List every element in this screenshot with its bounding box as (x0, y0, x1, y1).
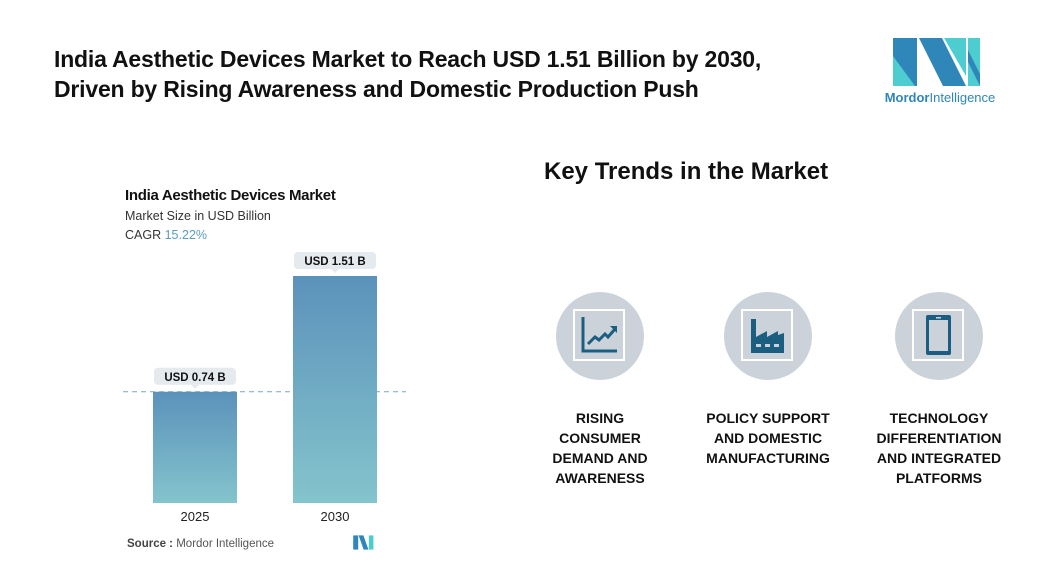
trend-rising-demand: RISING CONSUMER DEMAND AND AWARENESS (515, 292, 685, 488)
smartphone-icon (895, 292, 983, 380)
trends-title: Key Trends in the Market (544, 158, 829, 185)
data-label-pointer (331, 269, 339, 273)
data-label-bg (294, 252, 376, 269)
headline-line-2: Driven by Rising Awareness and Domestic … (54, 76, 699, 102)
trend-label: TECHNOLOGY DIFFERENTIATION AND INTEGRATED P… (876, 410, 1002, 486)
trend-policy-support: POLICY SUPPORT AND DOMESTIC MANUFACTURING (683, 292, 853, 468)
factory-icon (724, 292, 812, 380)
data-label-pointer (191, 384, 199, 389)
trend-label: RISING CONSUMER DEMAND AND AWARENESS (552, 410, 648, 486)
x-tick-label: 2030 (321, 509, 350, 524)
x-tick-label: 2025 (181, 509, 210, 524)
trend-label: POLICY SUPPORT AND DOMESTIC MANUFACTURING (706, 410, 830, 466)
cagr: CAGR 15.22% (125, 228, 208, 242)
chart-subtitle: Market Size in USD Billion (125, 209, 271, 223)
data-label: USD 0.74 B (164, 372, 225, 384)
mordor-logo (893, 38, 980, 86)
page-headline: India Aesthetic Devices Market to Reach … (54, 44, 854, 104)
logo-text: MordorIntelligence (884, 90, 996, 105)
bar-chart: USD 0.74 B 2025 USD 1.51 B 2030 (123, 252, 406, 524)
rising-chart-icon (556, 292, 644, 380)
headline-line-1: India Aesthetic Devices Market to Reach … (54, 46, 762, 72)
small-logo-icon (353, 535, 374, 550)
bar-2030 (293, 276, 377, 503)
trend-technology: TECHNOLOGY DIFFERENTIATION AND INTEGRATED P… (854, 292, 1024, 488)
source: Source : Mordor Intelligence (127, 538, 275, 550)
chart-title: India Aesthetic Devices Market (125, 187, 336, 204)
bar-2025 (153, 391, 237, 503)
data-label: USD 1.51 B (304, 256, 365, 268)
data-label-bg (154, 367, 236, 385)
